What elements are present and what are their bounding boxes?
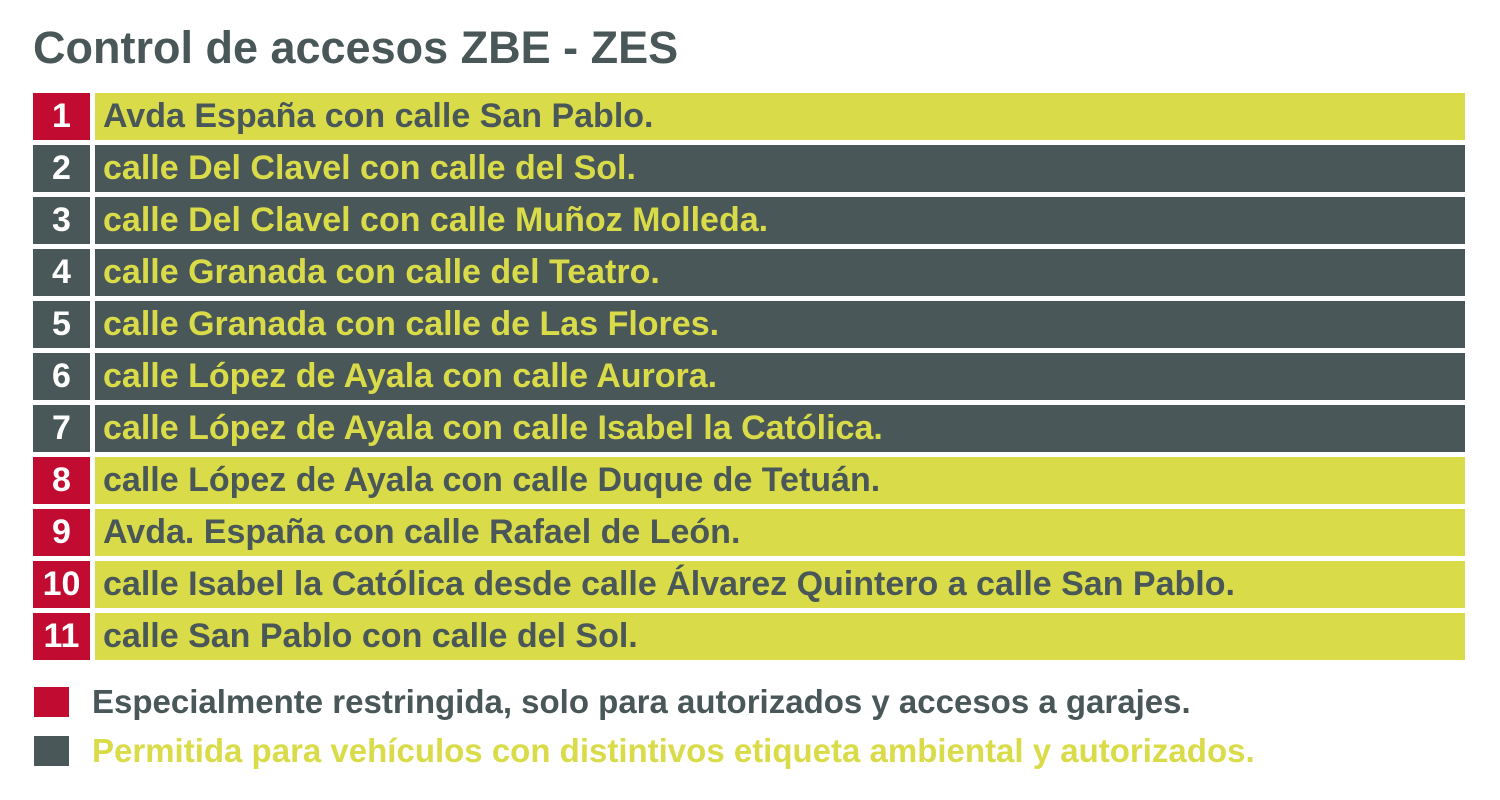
row-number: 8	[33, 457, 90, 504]
row-number: 2	[33, 145, 90, 192]
row-text: calle Granada con calle del Teatro.	[95, 249, 1465, 296]
access-row: 2 calle Del Clavel con calle del Sol.	[33, 145, 1465, 192]
red-square-icon	[34, 687, 69, 717]
legend-restricted: Especialmente restringida, solo para aut…	[34, 683, 1191, 721]
row-number: 9	[33, 509, 90, 556]
access-row: 4 calle Granada con calle del Teatro.	[33, 249, 1465, 296]
access-row: 3 calle Del Clavel con calle Muñoz Molled…	[33, 197, 1465, 244]
gray-square-icon	[34, 736, 69, 766]
row-text: calle López de Ayala con calle Duque de …	[95, 457, 1465, 504]
row-text: calle Del Clavel con calle del Sol.	[95, 145, 1465, 192]
access-row: 1 Avda España con calle San Pablo.	[33, 93, 1465, 140]
row-text: calle San Pablo con calle del Sol.	[95, 613, 1465, 660]
access-row: 5 calle Granada con calle de Las Flores.	[33, 301, 1465, 348]
legend-permitted-text: Permitida para vehículos con distintivos…	[92, 732, 1255, 769]
row-text: calle Isabel la Católica desde calle Álv…	[95, 561, 1465, 608]
row-number: 10	[33, 561, 90, 608]
legend-restricted-text: Especialmente restringida, solo para aut…	[92, 683, 1191, 720]
page-title: Control de accesos ZBE - ZES	[33, 22, 679, 73]
row-text: Avda. España con calle Rafael de León.	[95, 509, 1465, 556]
legend-permitted: Permitida para vehículos con distintivos…	[34, 732, 1255, 770]
row-text: calle López de Ayala con calle Isabel la…	[95, 405, 1465, 452]
row-number: 5	[33, 301, 90, 348]
access-row: 10 calle Isabel la Católica desde calle Á…	[33, 561, 1465, 608]
access-row: 11 calle San Pablo con calle del Sol.	[33, 613, 1465, 660]
access-row: 9 Avda. España con calle Rafael de León.	[33, 509, 1465, 556]
row-number: 1	[33, 93, 90, 140]
row-number: 7	[33, 405, 90, 452]
access-row: 6 calle López de Ayala con calle Aurora.	[33, 353, 1465, 400]
row-number: 4	[33, 249, 90, 296]
row-number: 3	[33, 197, 90, 244]
row-text: calle Del Clavel con calle Muñoz Molleda…	[95, 197, 1465, 244]
row-text: Avda España con calle San Pablo.	[95, 93, 1465, 140]
row-text: calle López de Ayala con calle Aurora.	[95, 353, 1465, 400]
row-text: calle Granada con calle de Las Flores.	[95, 301, 1465, 348]
access-list: 1 Avda España con calle San Pablo. 2 calle…	[33, 93, 1465, 665]
access-row: 7 calle López de Ayala con calle Isabel l…	[33, 405, 1465, 452]
row-number: 6	[33, 353, 90, 400]
access-row: 8 calle López de Ayala con calle Duque de…	[33, 457, 1465, 504]
row-number: 11	[33, 613, 90, 660]
